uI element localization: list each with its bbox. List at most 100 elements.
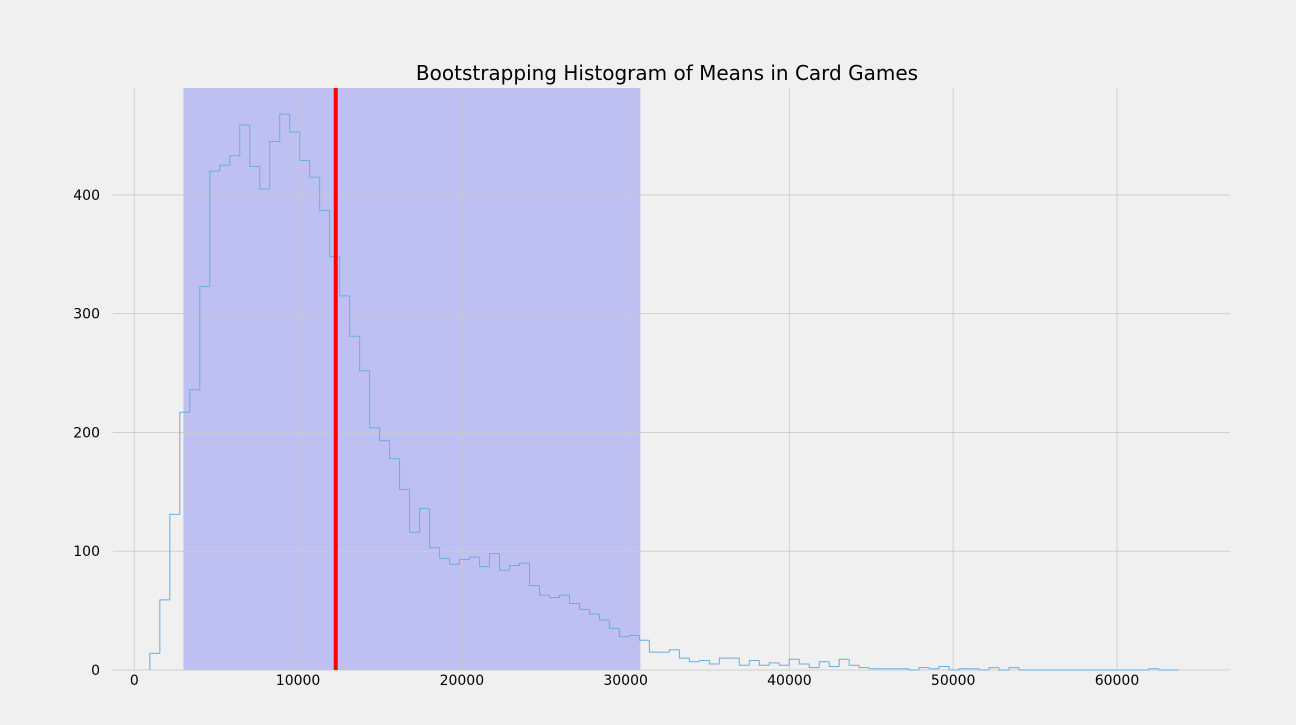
histogram-bin-9 [239,124,250,156]
histogram-bin-16 [309,160,320,178]
histogram-bin-64 [788,658,800,666]
histogram-bin-3 [179,411,190,515]
histogram-bin-39 [538,585,550,596]
histogram-bin-100 [1148,668,1159,670]
histogram-bin-57 [718,657,730,665]
histogram-bin-17 [319,177,330,211]
histogram-bin-62 [768,662,780,666]
histogram-bin-72 [868,667,880,670]
histogram-bin-40 [548,595,560,599]
histogram-bin-47 [618,628,630,638]
histogram-step-layer [149,113,1179,671]
histogram-bin-24 [389,440,400,460]
histogram-bin-78 [928,667,940,670]
histogram-bin-42 [568,595,580,604]
histogram-bin-46 [608,620,620,629]
x-axis-ticks: 0 10000 20000 30000 40000 50000 60000 [130,673,1139,689]
y-tick-label-4: 400 [73,188,100,204]
histogram-bin-43 [578,603,590,610]
histogram-bin-20 [349,295,360,337]
histogram-bin-2 [169,513,180,600]
x-tick-label-2: 20000 [440,673,485,689]
histogram-bin-34 [489,553,500,567]
y-tick-label-3: 300 [73,307,100,323]
histogram-bin-80 [948,666,960,671]
histogram-bin-48 [628,635,640,637]
histogram-bin-52 [668,649,680,653]
chart-title: Bootstrapping Histogram of Means in Card… [416,61,918,85]
histogram-bin-23 [379,427,390,442]
histogram-bin-63 [778,662,790,666]
histogram-bin-37 [519,562,530,566]
histogram-bin-50 [648,640,660,653]
x-tick-label-0: 0 [130,673,139,689]
histogram-bin-33 [479,557,490,568]
histogram-bin-5 [199,285,210,390]
histogram-bin-15 [299,131,310,161]
interval-band-layer [183,88,641,670]
histogram-bin-6 [209,170,220,287]
histogram-bin-87 [1018,667,1030,671]
histogram-bin-45 [598,614,610,621]
histogram-bin-67 [818,661,830,668]
histogram-bin-53 [678,649,690,659]
histogram-bin-70 [848,659,860,666]
x-tick-label-5: 50000 [931,673,976,689]
grid-layer [113,88,1230,671]
histogram-bin-84 [988,667,1000,670]
histogram-bin-28 [429,508,440,549]
histogram-bin-13 [279,113,290,142]
histogram-bin-79 [938,665,950,669]
histogram-bin-27 [419,507,430,533]
histogram-bin-0 [149,652,160,670]
histogram-bin-1 [159,599,170,654]
histogram-bin-8 [229,155,240,166]
histogram-bin-4 [189,389,200,413]
histogram-bin-10 [249,124,260,167]
histogram-bin-59 [738,658,750,666]
x-tick-label-6: 60000 [1095,673,1140,689]
y-tick-label-1: 100 [73,544,100,560]
histogram-bin-54 [688,658,700,663]
histogram-bin-76 [908,668,920,671]
y-tick-label-0: 0 [91,663,100,679]
histogram-bin-35 [499,553,510,571]
histogram-bin-25 [399,458,410,490]
histogram-bin-41 [558,594,570,598]
histogram-bin-44 [588,609,600,615]
histogram-bin-69 [838,658,850,667]
histogram-bin-14 [289,114,300,133]
histogram-bin-22 [369,370,380,429]
histogram-bin-77 [918,667,930,670]
histogram-bin-68 [828,661,840,667]
histogram-bin-86 [1008,667,1020,670]
histogram-bin-36 [509,564,520,571]
y-axis-ticks: 0 100 200 300 400 [73,188,100,679]
histogram-bin-65 [798,659,810,665]
histogram-bin-7 [219,164,230,172]
histogram-bin-12 [269,140,280,189]
histogram-bin-101 [1158,668,1169,671]
histogram-bin-29 [439,547,450,559]
histogram-bin-60 [748,660,760,666]
histogram-bin-81 [958,668,970,670]
histogram-bin-61 [758,660,770,666]
confidence-interval-band [183,88,641,670]
histogram-bin-85 [998,667,1010,671]
histogram-bin-49 [638,635,650,641]
histogram-bin-66 [808,664,820,669]
histogram-bin-30 [449,558,460,565]
histogram-bin-26 [409,489,420,533]
x-tick-label-3: 30000 [603,673,648,689]
histogram-bin-19 [339,256,350,297]
y-tick-label-2: 200 [73,425,100,441]
histogram-bin-71 [858,665,870,669]
histogram-bin-83 [978,668,990,671]
histogram-bin-55 [698,660,710,662]
histogram-bin-56 [708,660,720,665]
histogram-bin-21 [359,336,370,372]
histogram-bin-32 [469,556,480,560]
x-tick-label-4: 40000 [767,673,812,689]
